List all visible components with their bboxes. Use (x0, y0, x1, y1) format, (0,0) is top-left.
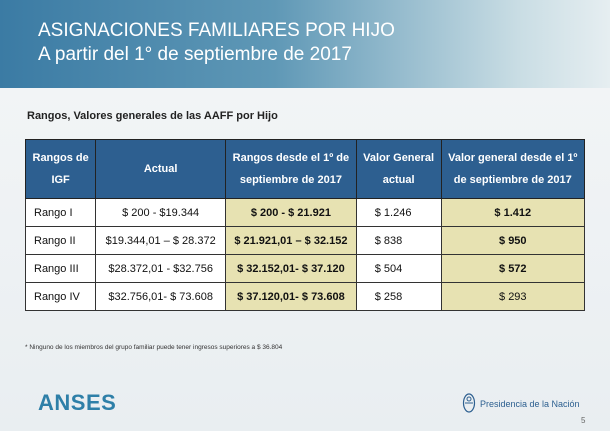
table-cell: $ 504 (355, 254, 442, 283)
emblem (462, 393, 476, 413)
table-cell: $32.756,01- $ 73.608 (95, 282, 227, 311)
table-row: Rango I $ 200 - $19.344 $ 200 - $ 21.921 $ … (24, 198, 586, 227)
section-title: Rangos, Valores generales de las AAFF po… (27, 110, 278, 122)
table-cell: $ 21.921,01 – $ 32.152 (225, 226, 357, 255)
table-cell: Rango I (24, 198, 97, 227)
table-row: Rango IV $32.756,01- $ 73.608 $ 37.120,01-… (24, 282, 586, 311)
table-cell: $ 1.246 (355, 198, 442, 227)
table-cell: $ 200 - $19.344 (95, 198, 227, 227)
table-cell: Rango II (24, 226, 97, 255)
column-header: Rangos de IGF (24, 139, 97, 199)
page-number: 5 (581, 416, 586, 425)
table-cell: $ 293 (440, 282, 586, 311)
subtitle: A partir del 1° de septiembre de 2017 (38, 44, 352, 65)
table-cell: $19.344,01 – $ 28.372 (95, 226, 227, 255)
column-header: Valor General actual (355, 139, 442, 199)
logo: ANSES (38, 390, 117, 415)
footer-text: Presidencia de la Nación (480, 399, 580, 409)
table-cell: $ 838 (355, 226, 442, 255)
column-header: Valor general desde el 1º de septiembre … (440, 139, 586, 199)
table-row: Rango II $19.344,01 – $ 28.372 $ 21.921,01… (24, 226, 586, 255)
table-cell: $ 572 (440, 254, 586, 283)
table-cell: $ 32.152,01- $ 37.120 (225, 254, 357, 283)
table-cell: $ 1.412 (440, 198, 586, 227)
table-cell: $ 200 - $ 21.921 (225, 198, 357, 227)
table-cell: $ 950 (440, 226, 586, 255)
table-cell: Rango III (24, 254, 97, 283)
title: ASIGNACIONES FAMILIARES POR HIJO (38, 20, 395, 41)
table-cell: $ 37.120,01- $ 73.608 (225, 282, 357, 311)
table-cell: $28.372,01 - $32.756 (95, 254, 227, 283)
header-band (0, 0, 610, 88)
table-row: Rango III $28.372,01 - $32.756 $ 32.152,01… (24, 254, 586, 283)
table-cell: Rango IV (24, 282, 97, 311)
table: Rangos de IGF Actual Rangos desde el 1º de… (24, 139, 586, 311)
column-header: Rangos desde el 1º de septiembre de 2017 (225, 139, 357, 199)
table-cell: $ 258 (355, 282, 442, 311)
footnote: * Ninguno de los miembros del grupo fami… (25, 344, 283, 351)
column-header: Actual (95, 139, 227, 199)
